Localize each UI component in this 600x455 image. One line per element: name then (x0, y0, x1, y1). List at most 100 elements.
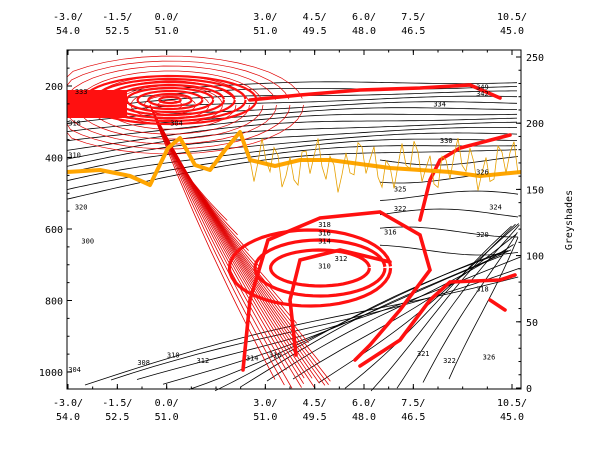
contour-label: 300 (81, 237, 94, 245)
x-tick-label-top: 45.0 (500, 26, 524, 37)
x-tick-label-top: 49.5 (303, 26, 327, 37)
contour-label: 324 (489, 203, 502, 211)
thick-red-lobe (227, 228, 393, 308)
y-left-tick-label: 200 (45, 82, 63, 93)
thick-red-line (488, 298, 507, 312)
thin-red-contour (149, 104, 305, 385)
contour-label: 310 (318, 262, 331, 270)
contour-label: 316 (384, 228, 397, 236)
thick-red-line (358, 273, 517, 368)
x-tick-label-bottom: -1.5/ (102, 398, 132, 409)
y-left-tick-label: 600 (45, 225, 63, 236)
x-tick-label-top: 54.0 (56, 26, 80, 37)
x-tick-label-bottom: 51.0 (155, 412, 179, 423)
contour-label: 342 (476, 90, 489, 98)
right-axis-label: Greyshades (564, 190, 575, 250)
black-contour (240, 249, 512, 388)
black-contour (66, 138, 518, 182)
thick-red-ring (136, 89, 204, 111)
plot-frame (66, 49, 522, 390)
black-contour (66, 121, 518, 160)
x-tick-label-top: 10.5/ (497, 12, 527, 23)
black-contour (292, 233, 517, 380)
contour-label: 310 (68, 152, 81, 160)
x-tick-label-top: 48.0 (352, 26, 376, 37)
jet-core-fill (67, 90, 127, 118)
thin-red-contour (149, 104, 316, 389)
contour-label: 316 (318, 229, 331, 237)
black-contour (66, 127, 518, 167)
y-right-tick-label: 200 (526, 119, 544, 130)
contour-label: 333 (75, 88, 88, 96)
contour-label: 304 (170, 119, 183, 127)
x-tick-label-bottom: 45.0 (500, 412, 524, 423)
y-left-tick-label: 400 (45, 154, 63, 165)
x-tick-label-top: -3.0/ (53, 12, 83, 23)
black-contour (396, 224, 520, 389)
x-tick-label-top: -1.5/ (102, 12, 132, 23)
thin-red-contour (149, 104, 302, 388)
contour-label: 322 (443, 357, 456, 365)
black-contour (84, 276, 519, 386)
y-right-tick-label: 150 (526, 185, 544, 196)
x-tick-label-bottom: 4.5/ (303, 398, 327, 409)
x-tick-label-bottom: 0.0/ (155, 398, 179, 409)
black-contour (66, 132, 518, 174)
black-contour (344, 225, 512, 389)
black-contour (370, 223, 516, 392)
thin-red-contour (149, 104, 305, 379)
y-left-tick-label: 1000 (39, 368, 63, 379)
contour-label: 321 (417, 350, 430, 358)
orange-thick-profile (66, 130, 522, 187)
x-tick-label-top: 0.0/ (155, 12, 179, 23)
contour-label: 320 (476, 231, 489, 239)
black-contour (448, 237, 519, 380)
black-contours (66, 81, 521, 392)
contour-label: 326 (476, 169, 489, 177)
thick-red-line (248, 83, 502, 102)
contour-label: 320 (75, 203, 88, 211)
black-contour (214, 250, 509, 392)
x-tick-label-bottom: 46.5 (401, 412, 425, 423)
contour-label: 316 (269, 352, 282, 360)
x-tick-label-bottom: -3.0/ (53, 398, 83, 409)
y-right-tick-label: 100 (526, 252, 544, 263)
thin-red-contour (149, 104, 293, 389)
x-tick-label-bottom: 49.5 (303, 412, 327, 423)
contour-label: 310 (167, 352, 180, 360)
black-contour (379, 244, 519, 256)
contour-label: 318 (68, 119, 81, 127)
x-tick-label-bottom: 6.0/ (352, 398, 376, 409)
y-right-tick-label: 50 (526, 318, 538, 329)
contour-label: 330 (440, 137, 453, 145)
thick-red-contours (67, 74, 517, 372)
orange-thin-profile (249, 138, 519, 193)
x-tick-label-top: 51.0 (253, 26, 277, 37)
contour-label: 322 (394, 205, 407, 213)
x-tick-label-bottom: 7.5/ (401, 398, 425, 409)
contour-label: 314 (246, 355, 259, 363)
black-contour (379, 208, 519, 218)
x-tick-label-bottom: 48.0 (352, 412, 376, 423)
thick-red-ring (147, 92, 193, 108)
contour-label: 312 (335, 255, 348, 263)
x-tick-label-bottom: 3.0/ (253, 398, 277, 409)
contour-label: 318 (318, 221, 331, 229)
black-contour (110, 267, 520, 381)
thick-red-line (241, 210, 432, 372)
x-tick-label-top: 6.0/ (352, 12, 376, 23)
x-tick-label-top: 7.5/ (401, 12, 425, 23)
x-tick-label-top: 4.5/ (303, 12, 327, 23)
x-tick-label-bottom: 54.0 (56, 412, 80, 423)
contour-label: 318 (476, 286, 489, 294)
thick-red-lobe (253, 238, 387, 298)
x-tick-label-bottom: 10.5/ (497, 398, 527, 409)
x-tick-label-top: 51.0 (155, 26, 179, 37)
contour-label: 304 (68, 366, 81, 374)
black-contour (422, 232, 518, 383)
contour-label: 312 (197, 357, 210, 365)
y-right-tick-label: 250 (526, 53, 544, 64)
